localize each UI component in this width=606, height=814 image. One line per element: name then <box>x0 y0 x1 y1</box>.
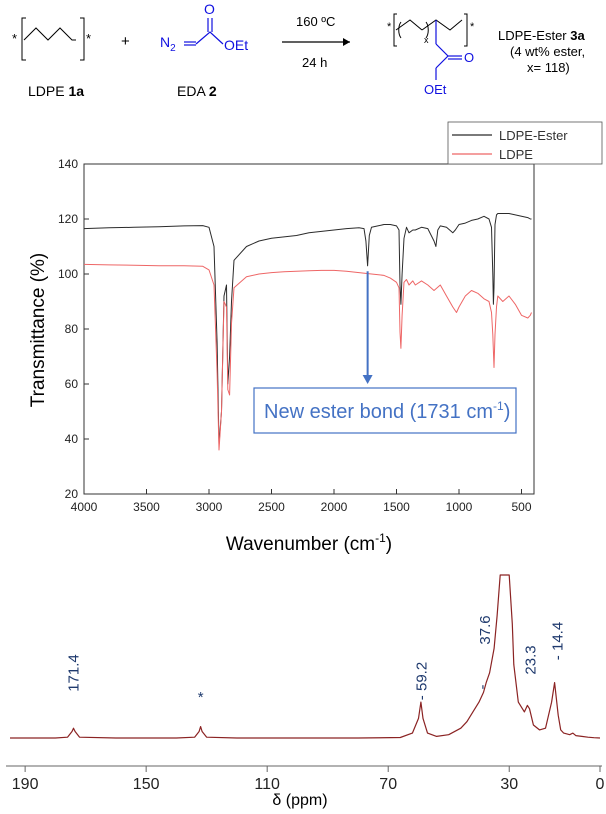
eda-oet: OEt <box>224 37 248 53</box>
product-star-right: * <box>470 21 475 33</box>
product-structure: * * x O OEt <box>387 13 475 97</box>
ir-y-tick-label: 60 <box>65 377 79 391</box>
ir-x-axis-ticks: 4000 3500 3000 2500 2000 1500 1000 500 <box>71 489 532 514</box>
ir-y-axis-ticks: 20 40 60 80 100 120 140 <box>58 157 89 501</box>
ldpe-star-right: * <box>86 31 91 46</box>
ir-legend: LDPE-Ester LDPE <box>447 121 603 165</box>
ir-y-tick-label: 40 <box>65 432 79 446</box>
ir-series-lines <box>83 213 532 451</box>
ir-plot-frame <box>83 163 535 495</box>
legend-label-ldpe-ester: LDPE-Ester <box>499 128 568 143</box>
nmr-peak-label: 37.6 <box>477 615 494 644</box>
product-star-left: * <box>387 21 392 33</box>
nmr-x-axis-label: δ (ppm) <box>272 792 327 809</box>
ir-x-tick-label: 4000 <box>71 500 98 514</box>
nmr-x-axis-ticks: 190 150 110 70 30 0 <box>12 766 605 793</box>
product-note-line1: (4 wt% ester, <box>510 44 585 59</box>
ester-annotation: New ester bond (1731 cm-1) <box>253 271 517 434</box>
ldpe-structure <box>21 17 85 61</box>
eda-structure: N2 O OEt <box>160 1 248 54</box>
reaction-scheme: * * LDPE 1a + N2 O OEt EDA 2 160 ºC 24 h <box>12 1 585 99</box>
ir-y-tick-label: 80 <box>65 322 79 336</box>
annotation-text: New ester bond (1731 cm-1) <box>264 399 510 423</box>
nmr-peak-label: 171.4 <box>66 654 83 692</box>
nmr-peak-label: - 59.2 <box>413 662 430 700</box>
product-carbonyl-o: O <box>464 50 474 65</box>
annotation-box <box>253 387 517 434</box>
eda-label: EDA 2 <box>177 83 217 99</box>
nmr-x-tick-label: 0 <box>596 776 605 793</box>
condition-time: 24 h <box>302 55 327 70</box>
nmr-x-tick-label: 190 <box>12 776 39 793</box>
ir-x-tick-label: 3500 <box>133 500 160 514</box>
nmr-x-tick-label: 70 <box>379 776 397 793</box>
ir-y-tick-label: 20 <box>65 487 79 501</box>
ir-y-tick-label: 100 <box>58 267 78 281</box>
nmr-x-tick-label: 110 <box>254 776 280 793</box>
eda-carbonyl-o: O <box>204 1 215 17</box>
ldpe-star-left: * <box>12 31 17 46</box>
legend-label-ldpe: LDPE <box>499 147 533 162</box>
ir-x-tick-label: 2500 <box>258 500 285 514</box>
ldpe-label: LDPE 1a <box>28 83 84 99</box>
eda-n2: N2 <box>160 34 176 54</box>
product-note-line2: x= 118) <box>527 60 570 75</box>
nmr-spectrum <box>10 574 601 739</box>
product-label: LDPE-Ester 3a <box>498 28 585 43</box>
annotation-arrowhead <box>362 375 373 384</box>
ir-x-axis-label: Wavenumber (cm-1) <box>226 531 392 555</box>
product-x-subscript: x <box>424 35 429 45</box>
ir-y-axis-label: Transmittance (%) <box>28 253 49 408</box>
ir-chart: 20 40 60 80 100 120 140 4000 3500 3000 2500 2000 15… <box>28 121 603 555</box>
ir-line-ldpe-ester <box>83 213 532 445</box>
ir-x-tick-label: 1000 <box>446 500 473 514</box>
ir-x-tick-label: 500 <box>511 500 531 514</box>
ir-y-tick-label: 140 <box>58 157 78 171</box>
legend-box <box>447 121 603 165</box>
ir-x-tick-label: 1500 <box>383 500 410 514</box>
ir-line-ldpe <box>83 263 532 451</box>
nmr-peak-label: * <box>198 689 204 706</box>
plus-sign: + <box>121 33 130 50</box>
ir-x-tick-label: 3000 <box>196 500 223 514</box>
nmr-peak-label: - <box>474 685 491 690</box>
nmr-peak-label: 23.3 <box>522 645 539 674</box>
condition-temperature: 160 ºC <box>296 14 335 29</box>
nmr-peak-label: - 14.4 <box>550 622 567 660</box>
nmr-x-tick-label: 30 <box>500 776 518 793</box>
product-oet: OEt <box>424 82 447 97</box>
nmr-chart: 190 150 110 70 30 0 171.4 * - 59.2 37.6 - 23.3 - 14… <box>6 574 605 809</box>
reaction-arrow <box>282 38 350 46</box>
ir-x-tick-label: 2000 <box>321 500 348 514</box>
nmr-spectrum-line <box>10 574 601 739</box>
nmr-x-tick-label: 150 <box>133 776 160 793</box>
nmr-peak-labels: 171.4 * - 59.2 37.6 - 23.3 - 14.4 <box>66 615 567 706</box>
ir-y-tick-label: 120 <box>58 212 78 226</box>
